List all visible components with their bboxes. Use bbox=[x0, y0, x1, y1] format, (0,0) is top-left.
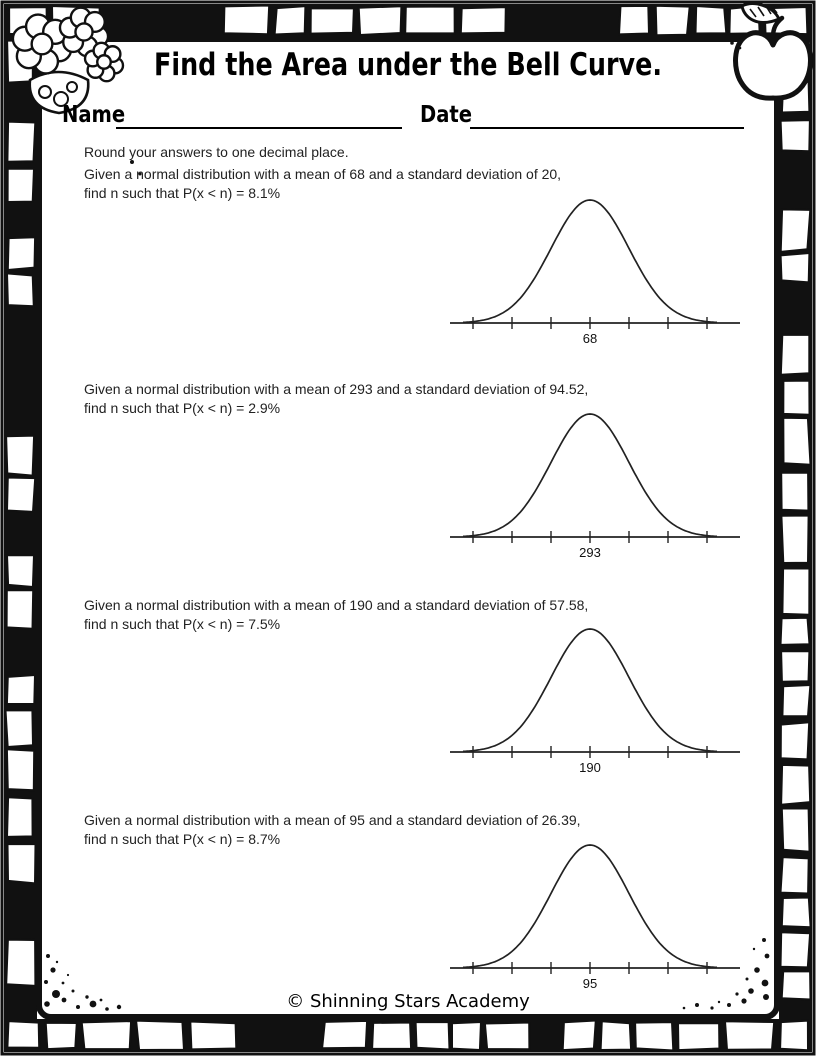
axis-ticks bbox=[472, 962, 708, 974]
axis-ticks bbox=[472, 531, 708, 543]
bell-curve-path bbox=[462, 844, 718, 969]
problem-1-line2: find n such that P(x < n) = 8.1% bbox=[84, 185, 281, 201]
problem-2: Given a normal distribution with a mean … bbox=[84, 380, 684, 418]
date-label: Date bbox=[420, 102, 473, 128]
apple-clipart bbox=[730, 2, 813, 101]
axis-ticks bbox=[472, 317, 708, 329]
problem-4-line2: find n such that P(x < n) = 8.7% bbox=[84, 831, 281, 847]
corner-dots bbox=[44, 938, 770, 1011]
problem-2-line2: find n such that P(x < n) = 2.9% bbox=[84, 400, 281, 416]
problem-1-line1: Given a normal distribution with a mean … bbox=[84, 166, 562, 182]
bell-curve-1: 68 bbox=[450, 199, 740, 346]
mean-label: 95 bbox=[583, 976, 597, 991]
page-title: Find the Area under the Bell Curve. bbox=[153, 47, 663, 83]
instructions-text: Round your answers to one decimal place. bbox=[84, 144, 349, 160]
problem-4-line1: Given a normal distribution with a mean … bbox=[84, 812, 581, 828]
bell-curve-path bbox=[462, 628, 718, 753]
problem-3-line1: Given a normal distribution with a mean … bbox=[84, 597, 589, 613]
mean-label: 190 bbox=[579, 760, 601, 775]
problem-3-line2: find n such that P(x < n) = 7.5% bbox=[84, 616, 281, 632]
name-blank-line[interactable] bbox=[116, 127, 402, 129]
footer-credit: © Shinning Stars Academy bbox=[286, 991, 530, 1012]
mean-label: 68 bbox=[583, 331, 597, 346]
flowers-clipart bbox=[11, 6, 142, 176]
date-blank-line[interactable] bbox=[470, 127, 744, 129]
bell-curve-path bbox=[462, 199, 718, 324]
problem-4: Given a normal distribution with a mean … bbox=[84, 811, 684, 849]
bell-curve-2: 293 bbox=[450, 413, 740, 560]
mean-label: 293 bbox=[579, 545, 601, 560]
name-label: Name bbox=[62, 102, 126, 128]
problem-3: Given a normal distribution with a mean … bbox=[84, 596, 684, 634]
bell-curve-path bbox=[462, 413, 718, 538]
problem-2-line1: Given a normal distribution with a mean … bbox=[84, 381, 589, 397]
bell-curve-3: 190 bbox=[450, 628, 740, 775]
problem-1: Given a normal distribution with a mean … bbox=[84, 165, 684, 203]
axis-ticks bbox=[472, 746, 708, 758]
bell-curve-4: 95 bbox=[450, 844, 740, 991]
